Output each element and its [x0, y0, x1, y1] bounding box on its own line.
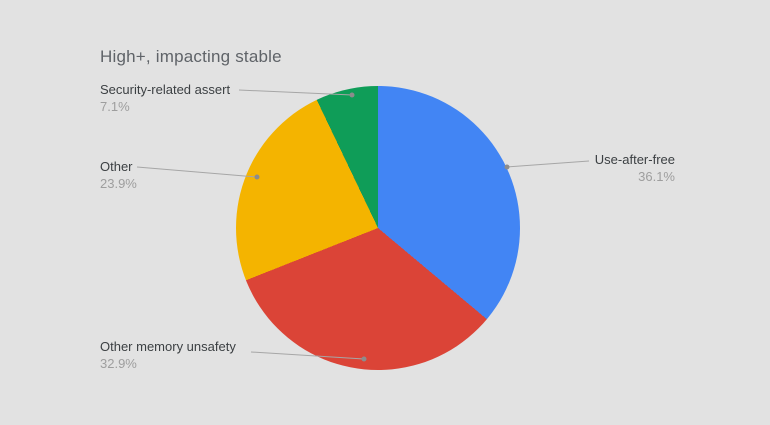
leader-line-use-after-free: [506, 160, 590, 168]
slice-label-percent: 7.1%: [100, 99, 130, 114]
slice-label-percent: 32.9%: [100, 356, 137, 371]
slice-label-percent: 23.9%: [100, 176, 137, 191]
slice-label-name: Other memory unsafety: [100, 339, 236, 354]
slice-label-name: Use-after-free: [594, 152, 675, 167]
slice-label-use-after-free: Use-after-free 36.1%: [585, 151, 675, 185]
pie-chart[interactable]: [236, 86, 520, 370]
slice-label-other-memory-unsafety: Other memory unsafety 32.9%: [100, 338, 236, 372]
slice-label-other: Other 23.9%: [100, 158, 137, 192]
slice-label-name: Security-related assert: [100, 82, 231, 97]
slice-label-name: Other: [100, 159, 133, 174]
slice-label-security-related-assert: Security-related assert 7.1%: [100, 81, 230, 115]
slice-label-percent: 36.1%: [638, 169, 675, 184]
chart-title: High+, impacting stable: [100, 47, 282, 66]
leader-line-other: [136, 166, 258, 178]
